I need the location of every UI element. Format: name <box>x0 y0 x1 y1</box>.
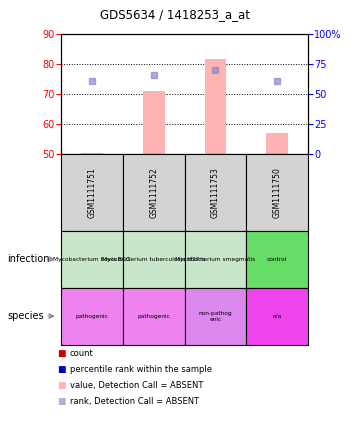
Text: pathogenic: pathogenic <box>137 314 170 319</box>
Bar <box>123 231 184 288</box>
Text: non-pathog
enic: non-pathog enic <box>199 311 232 321</box>
Bar <box>266 133 288 154</box>
Text: GSM1111750: GSM1111750 <box>273 167 282 218</box>
Text: count: count <box>70 349 94 358</box>
Bar <box>61 154 123 231</box>
Text: Mycobacterium smegmatis: Mycobacterium smegmatis <box>175 257 256 261</box>
Text: Mycobacterium bovis BCG: Mycobacterium bovis BCG <box>53 257 131 261</box>
Bar <box>185 231 246 288</box>
Text: GDS5634 / 1418253_a_at: GDS5634 / 1418253_a_at <box>100 8 250 21</box>
Text: rank, Detection Call = ABSENT: rank, Detection Call = ABSENT <box>70 397 199 406</box>
Text: pathogenic: pathogenic <box>76 314 108 319</box>
Text: infection: infection <box>7 254 49 264</box>
Text: ■: ■ <box>57 381 65 390</box>
Bar <box>61 288 123 345</box>
Bar <box>185 154 246 231</box>
Bar <box>61 231 123 288</box>
Text: ■: ■ <box>57 397 65 406</box>
Bar <box>123 288 184 345</box>
Bar <box>143 91 164 154</box>
Bar <box>185 288 246 345</box>
Text: value, Detection Call = ABSENT: value, Detection Call = ABSENT <box>70 381 203 390</box>
Bar <box>123 154 184 231</box>
Text: percentile rank within the sample: percentile rank within the sample <box>70 365 212 374</box>
Text: Mycobacterium tuberculosis H37ra: Mycobacterium tuberculosis H37ra <box>102 257 205 261</box>
Bar <box>246 154 308 231</box>
Bar <box>81 153 103 154</box>
Bar <box>246 288 308 345</box>
Text: ■: ■ <box>57 365 65 374</box>
Text: control: control <box>267 257 287 261</box>
Bar <box>205 60 226 154</box>
Text: n/a: n/a <box>273 314 282 319</box>
Bar <box>246 231 308 288</box>
Text: species: species <box>7 311 44 321</box>
Text: GSM1111752: GSM1111752 <box>149 167 158 218</box>
Text: GSM1111753: GSM1111753 <box>211 167 220 218</box>
Text: ■: ■ <box>57 349 65 358</box>
Text: GSM1111751: GSM1111751 <box>88 167 97 218</box>
